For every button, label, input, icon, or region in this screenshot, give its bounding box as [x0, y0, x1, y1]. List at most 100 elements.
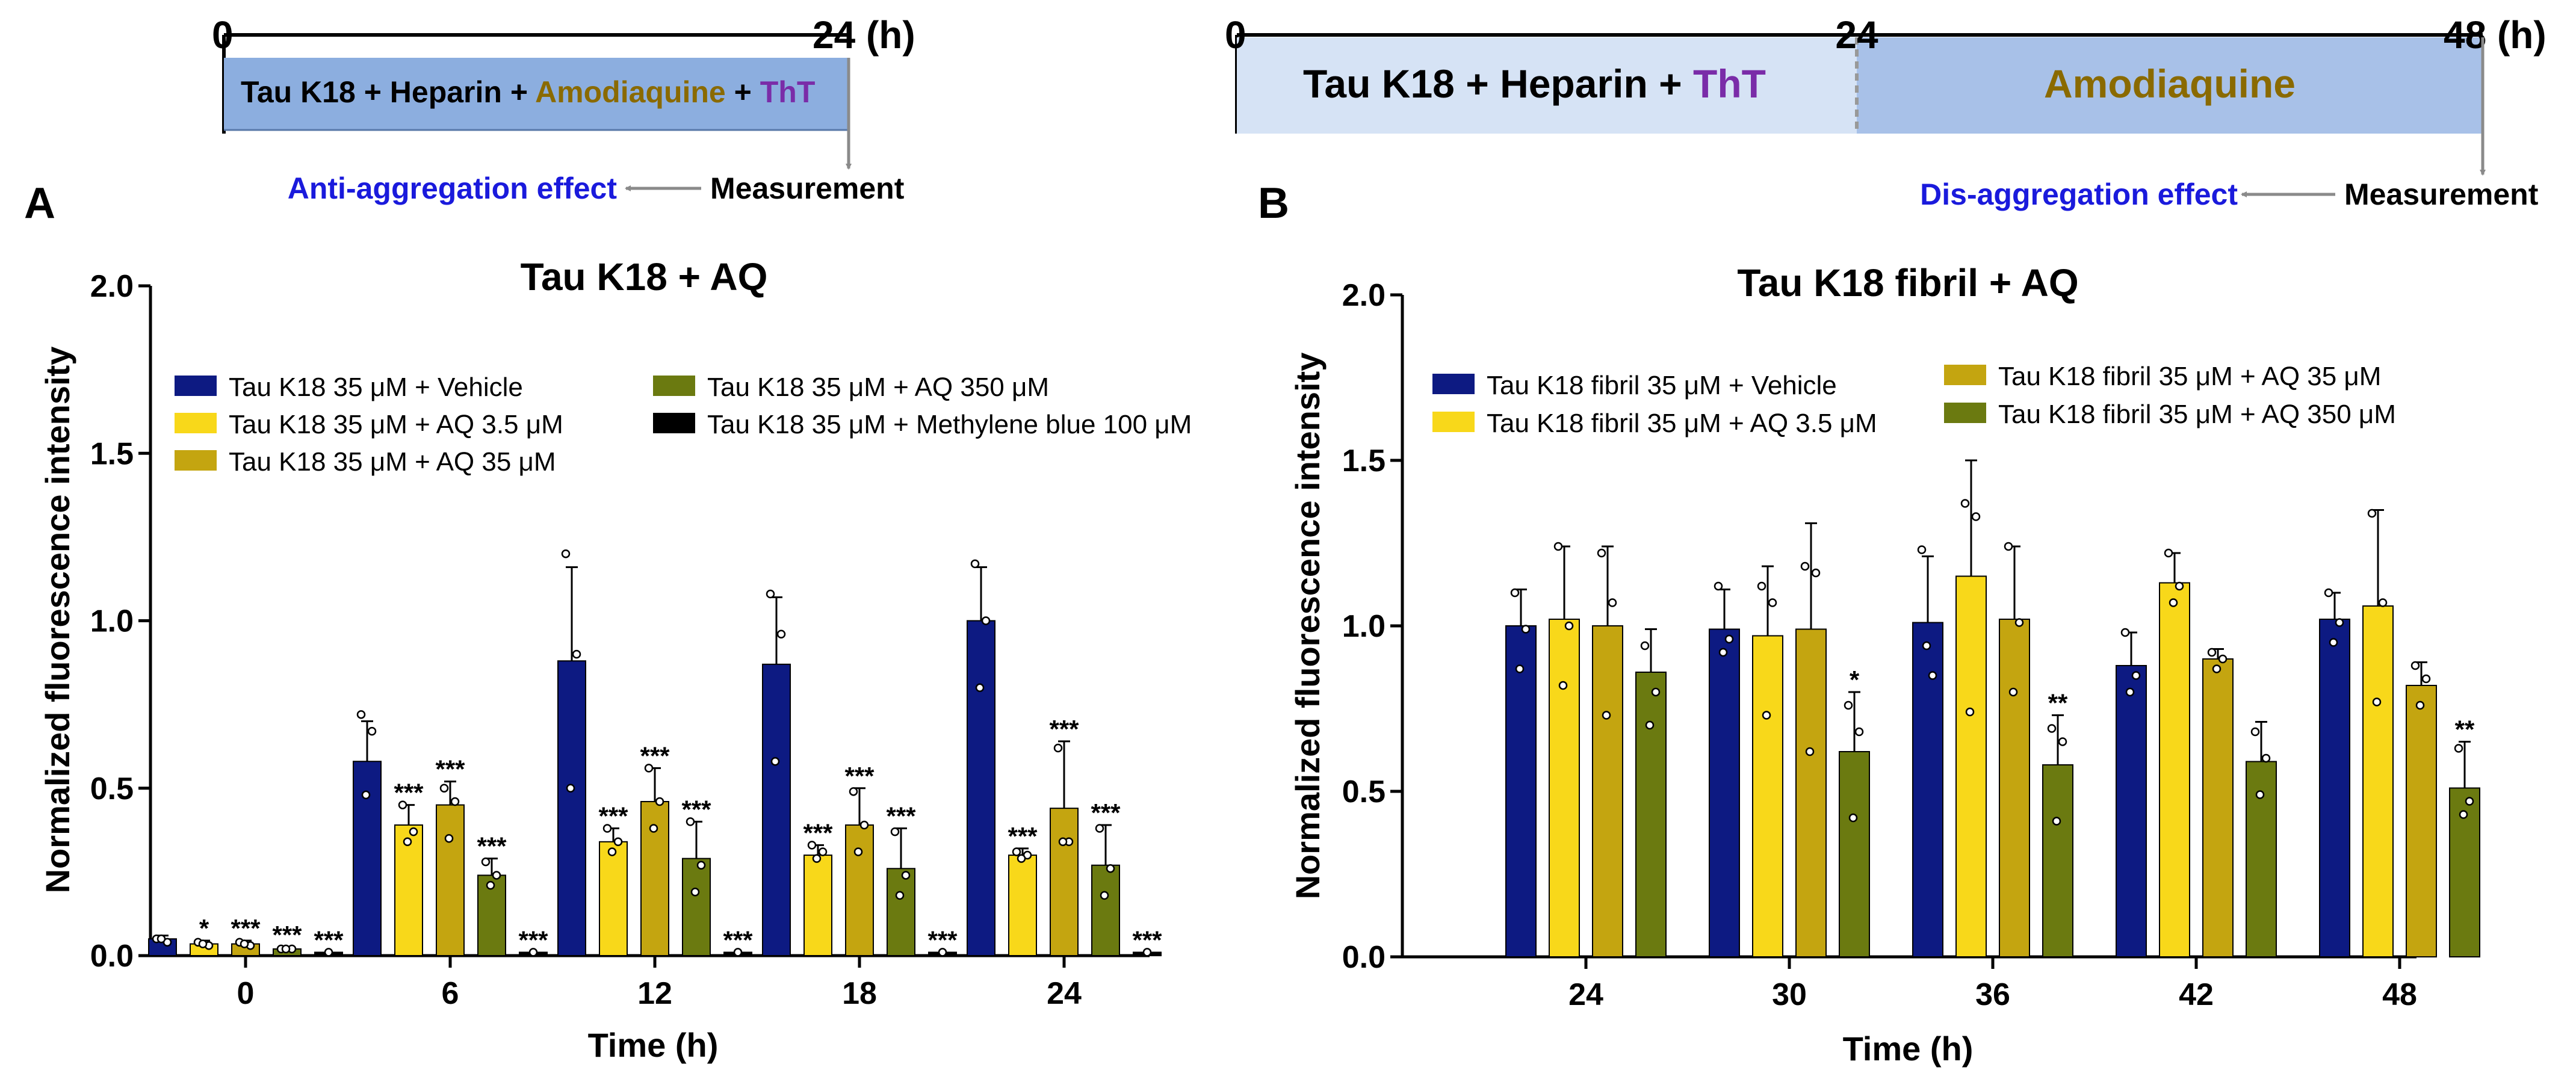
chart-a-data-point [613, 837, 623, 847]
chart-b-bar [1635, 672, 1667, 957]
chart-a-data-point [981, 616, 991, 625]
chart-a-bar [436, 804, 465, 956]
chart-a-significance: *** [844, 762, 875, 790]
chart-a-xlabel: Time (h) [588, 1026, 719, 1064]
scheme-a-measurement: Measurement [710, 172, 905, 205]
chart-a-data-point [198, 939, 208, 948]
chart-b-ytick-label: 1.5 [1342, 444, 1386, 478]
chart-a-data-point [776, 629, 786, 639]
chart-a-bar [353, 761, 382, 956]
chart-b-bar [1505, 625, 1537, 957]
chart-b-data-point [1917, 545, 1927, 554]
chart-a-ytick-label: 1.5 [90, 436, 134, 471]
chart-a-xtick-label: 6 [442, 976, 459, 1011]
chart-a-significance: *** [272, 921, 302, 949]
chart-b-bar [1592, 625, 1623, 957]
chart-a-data-point [409, 827, 418, 836]
chart-b-bar [2202, 658, 2234, 957]
chart-a-ytick-label: 2.0 [90, 269, 134, 304]
chart-a-xtick-label: 12 [637, 976, 672, 1011]
chart-b-bar [1839, 751, 1870, 957]
chart-b-data-point [2415, 700, 2425, 710]
chart-a-bar [845, 824, 874, 956]
chart-b-data-point [2052, 817, 2061, 826]
chart-a-legend-swatch [175, 376, 217, 396]
chart-b-significance: ** [2455, 716, 2475, 744]
chart-a-data-point [655, 797, 664, 806]
chart-b-bar [1752, 635, 1783, 957]
chart-b-data-point [1608, 598, 1617, 607]
scheme-a: 0 24 (h) Tau K18 + Heparin + Amodiaquine… [212, 13, 915, 205]
chart-a-significance: *** [681, 795, 711, 823]
scheme-b-time-mid: 24 [1835, 13, 1878, 57]
chart-b-plot: 0.0 0.5 1.0 1.5 2.0 24 30 * 36 ** 42 48 ** [1342, 278, 2480, 1012]
chart-b-data-point [2164, 548, 2173, 558]
chart-b-significance: * [1850, 666, 1860, 694]
chart-b: Tau K18 fibril + AQ Normalized fluoresce… [1289, 261, 2480, 1068]
scheme-b-box2-text: Amodiaquine [2044, 61, 2296, 106]
chart-b-data-point [1971, 512, 1981, 521]
chart-a-significance: *** [518, 926, 548, 954]
chart-a-bar [967, 620, 995, 956]
chart-a-bar [1091, 864, 1120, 956]
chart-b-bar [2319, 619, 2350, 957]
chart-a-data-point [733, 948, 743, 957]
scheme-b-box1-prefix: Tau K18 + Heparin + [1303, 61, 1693, 106]
chart-a-data-point [561, 549, 571, 558]
chart-b-legend-label: Tau K18 fibril 35 μM + Vehicle [1487, 371, 1837, 400]
chart-b-data-point [1800, 561, 1810, 571]
chart-b-data-point [1805, 747, 1815, 756]
chart-a-data-point [766, 589, 775, 599]
chart-a-data-point [975, 683, 985, 693]
chart-a: Tau K18 + AQ Normalized fluorescence int… [39, 255, 1192, 1064]
chart-b-bar [1795, 628, 1827, 957]
chart-b-data-point [1521, 625, 1531, 634]
chart-b-ytick-label: 2.0 [1342, 278, 1386, 313]
chart-a-data-point [649, 824, 658, 833]
chart-a-legend: Tau K18 35 μM + Vehicle Tau K18 35 μM + A… [175, 373, 1192, 477]
chart-a-legend-swatch [175, 450, 217, 471]
chart-b-data-point [1844, 700, 1853, 710]
chart-b-data-point [1960, 499, 1970, 508]
chart-b-data-point [2250, 727, 2260, 737]
chart-b-data-point [2410, 661, 2420, 670]
chart-a-bar [682, 858, 711, 956]
chart-b-data-point [2255, 790, 2265, 799]
chart-b-data-point [1558, 681, 1568, 690]
chart-a-significance: *** [394, 779, 424, 807]
chart-b-bar [2042, 764, 2073, 957]
chart-b-legend-swatch [1944, 365, 1986, 385]
scheme-a-effect: Anti-aggregation effect [288, 172, 618, 205]
chart-b-data-point [2329, 638, 2338, 647]
scheme-b-time-end: 48 (h) [2444, 13, 2547, 57]
chart-a-significance: *** [723, 926, 753, 954]
chart-a-ylabel: Normalized fluorescence intensity [39, 347, 76, 894]
chart-b-bar [1912, 622, 1943, 957]
chart-b-data-point [1597, 548, 1606, 558]
chart-b-data-point [2175, 581, 2184, 591]
chart-a-significance: *** [598, 802, 628, 830]
chart-b-data-point [2372, 697, 2382, 706]
chart-a-data-point [1100, 891, 1109, 900]
chart-b-data-point [2212, 664, 2221, 673]
chart-a-data-point [367, 726, 377, 736]
chart-a-data-point [895, 891, 905, 900]
chart-b-legend-swatch [1944, 403, 1986, 423]
chart-a-data-point [1058, 837, 1068, 847]
chart-a-legend-label: Tau K18 35 μM + AQ 35 μM [229, 447, 556, 477]
chart-b-legend-label: Tau K18 fibril 35 μM + AQ 350 μM [1998, 400, 2396, 429]
chart-a-data-point [356, 710, 366, 719]
chart-b-xtick-label: 42 [2179, 977, 2214, 1012]
chart-a-data-point [1095, 824, 1104, 833]
chart-b-data-point [1510, 588, 1520, 598]
chart-b-data-point [1762, 711, 1771, 720]
scheme-a-box-drug: Amodiaquine [535, 75, 726, 109]
chart-b-data-point [1602, 711, 1611, 720]
chart-a-plot: 0.00.51.01.52.00* *** *** ***6************1… [90, 269, 1162, 1011]
chart-a-data-point [1017, 854, 1026, 863]
chart-a-title: Tau K18 + AQ [521, 255, 768, 298]
chart-b-data-point [1651, 687, 1661, 697]
scheme-a-condition-box [224, 58, 849, 130]
chart-a-legend-label: Tau K18 35 μM + AQ 350 μM [707, 373, 1049, 402]
